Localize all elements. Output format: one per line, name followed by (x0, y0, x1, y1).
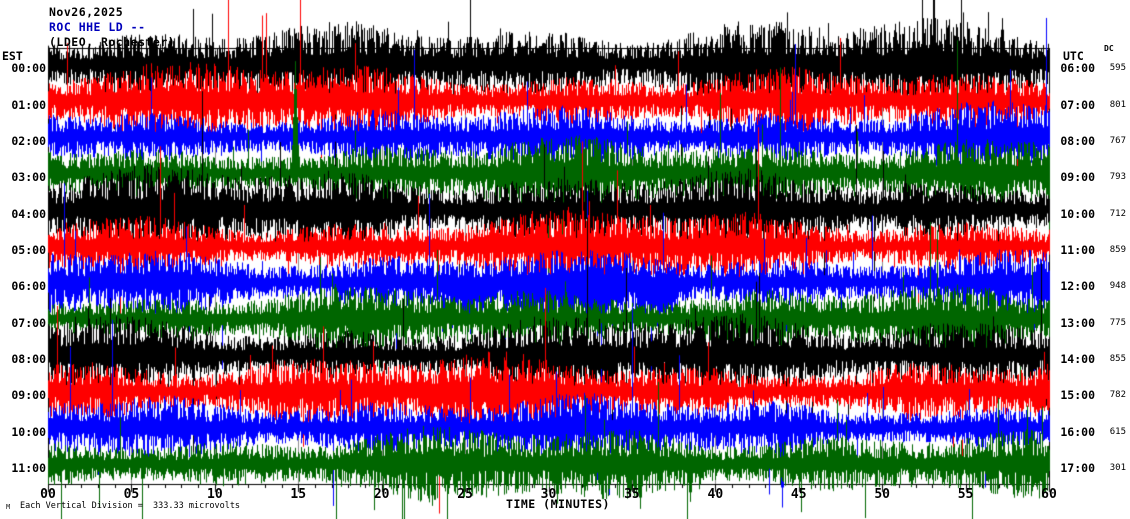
est-time-label: 05:00 (11, 242, 46, 257)
x-tick-label: 05 (123, 487, 140, 502)
corner-mark: M (6, 503, 11, 511)
dc-value: 855 (1109, 353, 1126, 364)
dc-value: 948 (1109, 281, 1126, 292)
x-tick-label: 50 (874, 487, 890, 502)
est-time-label: 01:00 (11, 97, 46, 112)
utc-time-label: 16:00 (1060, 424, 1095, 439)
dc-value: 615 (1109, 426, 1126, 437)
dc-value: 793 (1109, 172, 1126, 183)
x-tick-label: 20 (373, 487, 390, 502)
utc-time-label: 08:00 (1060, 133, 1095, 148)
x-tick-label: 35 (624, 487, 640, 502)
utc-time-label: 09:00 (1060, 170, 1095, 185)
est-time-label: 00:00 (11, 61, 46, 76)
x-tick-label: 45 (790, 487, 807, 502)
x-tick-label: 30 (540, 487, 557, 502)
est-time-label: 08:00 (11, 351, 46, 366)
vertical-scale-note: Each Vertical Division = 333.33 microvol… (20, 501, 241, 511)
utc-time-label: 11:00 (1060, 242, 1095, 257)
dc-value: 801 (1109, 99, 1126, 110)
est-time-label: 02:00 (11, 133, 46, 148)
dc-value: 595 (1109, 63, 1126, 74)
utc-time-label: 15:00 (1060, 388, 1095, 403)
utc-time-label: 06:00 (1060, 61, 1095, 76)
x-tick-label: 60 (1041, 487, 1057, 502)
dc-value: 712 (1109, 208, 1126, 219)
x-tick-label: 55 (957, 487, 974, 502)
x-tick-label: 40 (707, 487, 724, 502)
dc-value: 775 (1109, 317, 1126, 328)
x-tick-label: 00 (40, 487, 56, 502)
utc-time-label: 13:00 (1060, 315, 1095, 330)
dc-column-label: DC (1104, 44, 1114, 53)
dc-value: 859 (1109, 244, 1126, 255)
dc-value: 767 (1109, 135, 1126, 146)
utc-time-label: 10:00 (1060, 206, 1095, 221)
est-time-label: 07:00 (11, 315, 46, 330)
utc-time-label: 12:00 (1060, 279, 1095, 294)
est-time-label: 11:00 (11, 460, 46, 475)
dc-value: 301 (1109, 462, 1126, 473)
est-time-label: 09:00 (11, 388, 46, 403)
header-station-code: ROC HHE LD -- (49, 20, 146, 34)
est-time-label: 06:00 (11, 279, 46, 294)
header-date: Nov26,2025 (49, 5, 124, 19)
est-time-label: 04:00 (11, 206, 46, 221)
dc-value: 782 (1109, 390, 1126, 401)
x-tick-label: 25 (457, 487, 473, 502)
x-axis-title: TIME (MINUTES) (506, 497, 610, 511)
utc-time-label: 14:00 (1060, 351, 1095, 366)
utc-time-label: 17:00 (1060, 460, 1095, 475)
right-timezone-label: UTC (1063, 49, 1084, 63)
utc-time-label: 07:00 (1060, 97, 1095, 112)
est-time-label: 10:00 (11, 424, 46, 439)
x-tick-label: 15 (290, 487, 307, 502)
est-time-label: 03:00 (11, 170, 46, 185)
header-station-location: (LDEO, Rochester) (49, 35, 176, 49)
left-timezone-label: EST (2, 49, 23, 63)
x-tick-label: 10 (207, 487, 223, 502)
